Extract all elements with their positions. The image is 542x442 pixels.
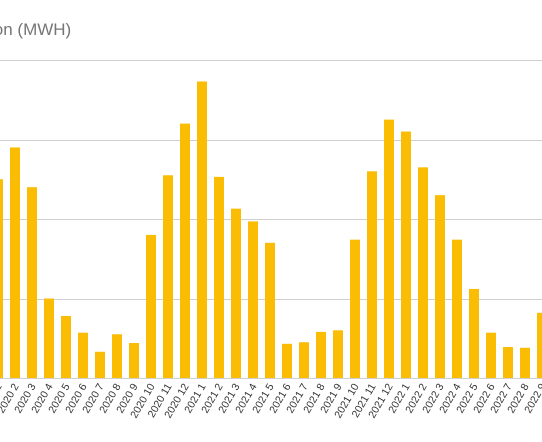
bar	[299, 342, 309, 378]
bar	[180, 123, 190, 378]
bar	[10, 147, 20, 378]
bar	[248, 221, 258, 378]
bar	[486, 332, 496, 378]
bar	[316, 331, 326, 378]
bar	[333, 330, 343, 378]
bar	[520, 347, 530, 378]
bar	[503, 346, 513, 378]
bar	[469, 288, 479, 378]
bar	[61, 315, 71, 378]
bar	[78, 332, 88, 378]
bar	[265, 242, 275, 378]
bar	[95, 351, 105, 378]
bar	[146, 234, 156, 378]
bar	[401, 131, 411, 378]
bar	[384, 119, 394, 378]
bar	[537, 312, 542, 378]
bar	[129, 343, 139, 378]
bar	[0, 179, 3, 378]
bar	[163, 175, 173, 378]
bar	[231, 208, 241, 378]
bar	[435, 195, 445, 378]
bar	[282, 343, 292, 378]
bar	[418, 167, 428, 378]
bar	[350, 239, 360, 378]
bar	[214, 176, 224, 378]
bar	[27, 187, 37, 378]
bar	[44, 298, 54, 378]
bar	[197, 81, 207, 378]
bar	[452, 239, 462, 378]
chart-title: ion (MWH)	[0, 20, 72, 39]
bar	[112, 334, 122, 378]
bars	[0, 81, 542, 378]
bar	[367, 171, 377, 378]
